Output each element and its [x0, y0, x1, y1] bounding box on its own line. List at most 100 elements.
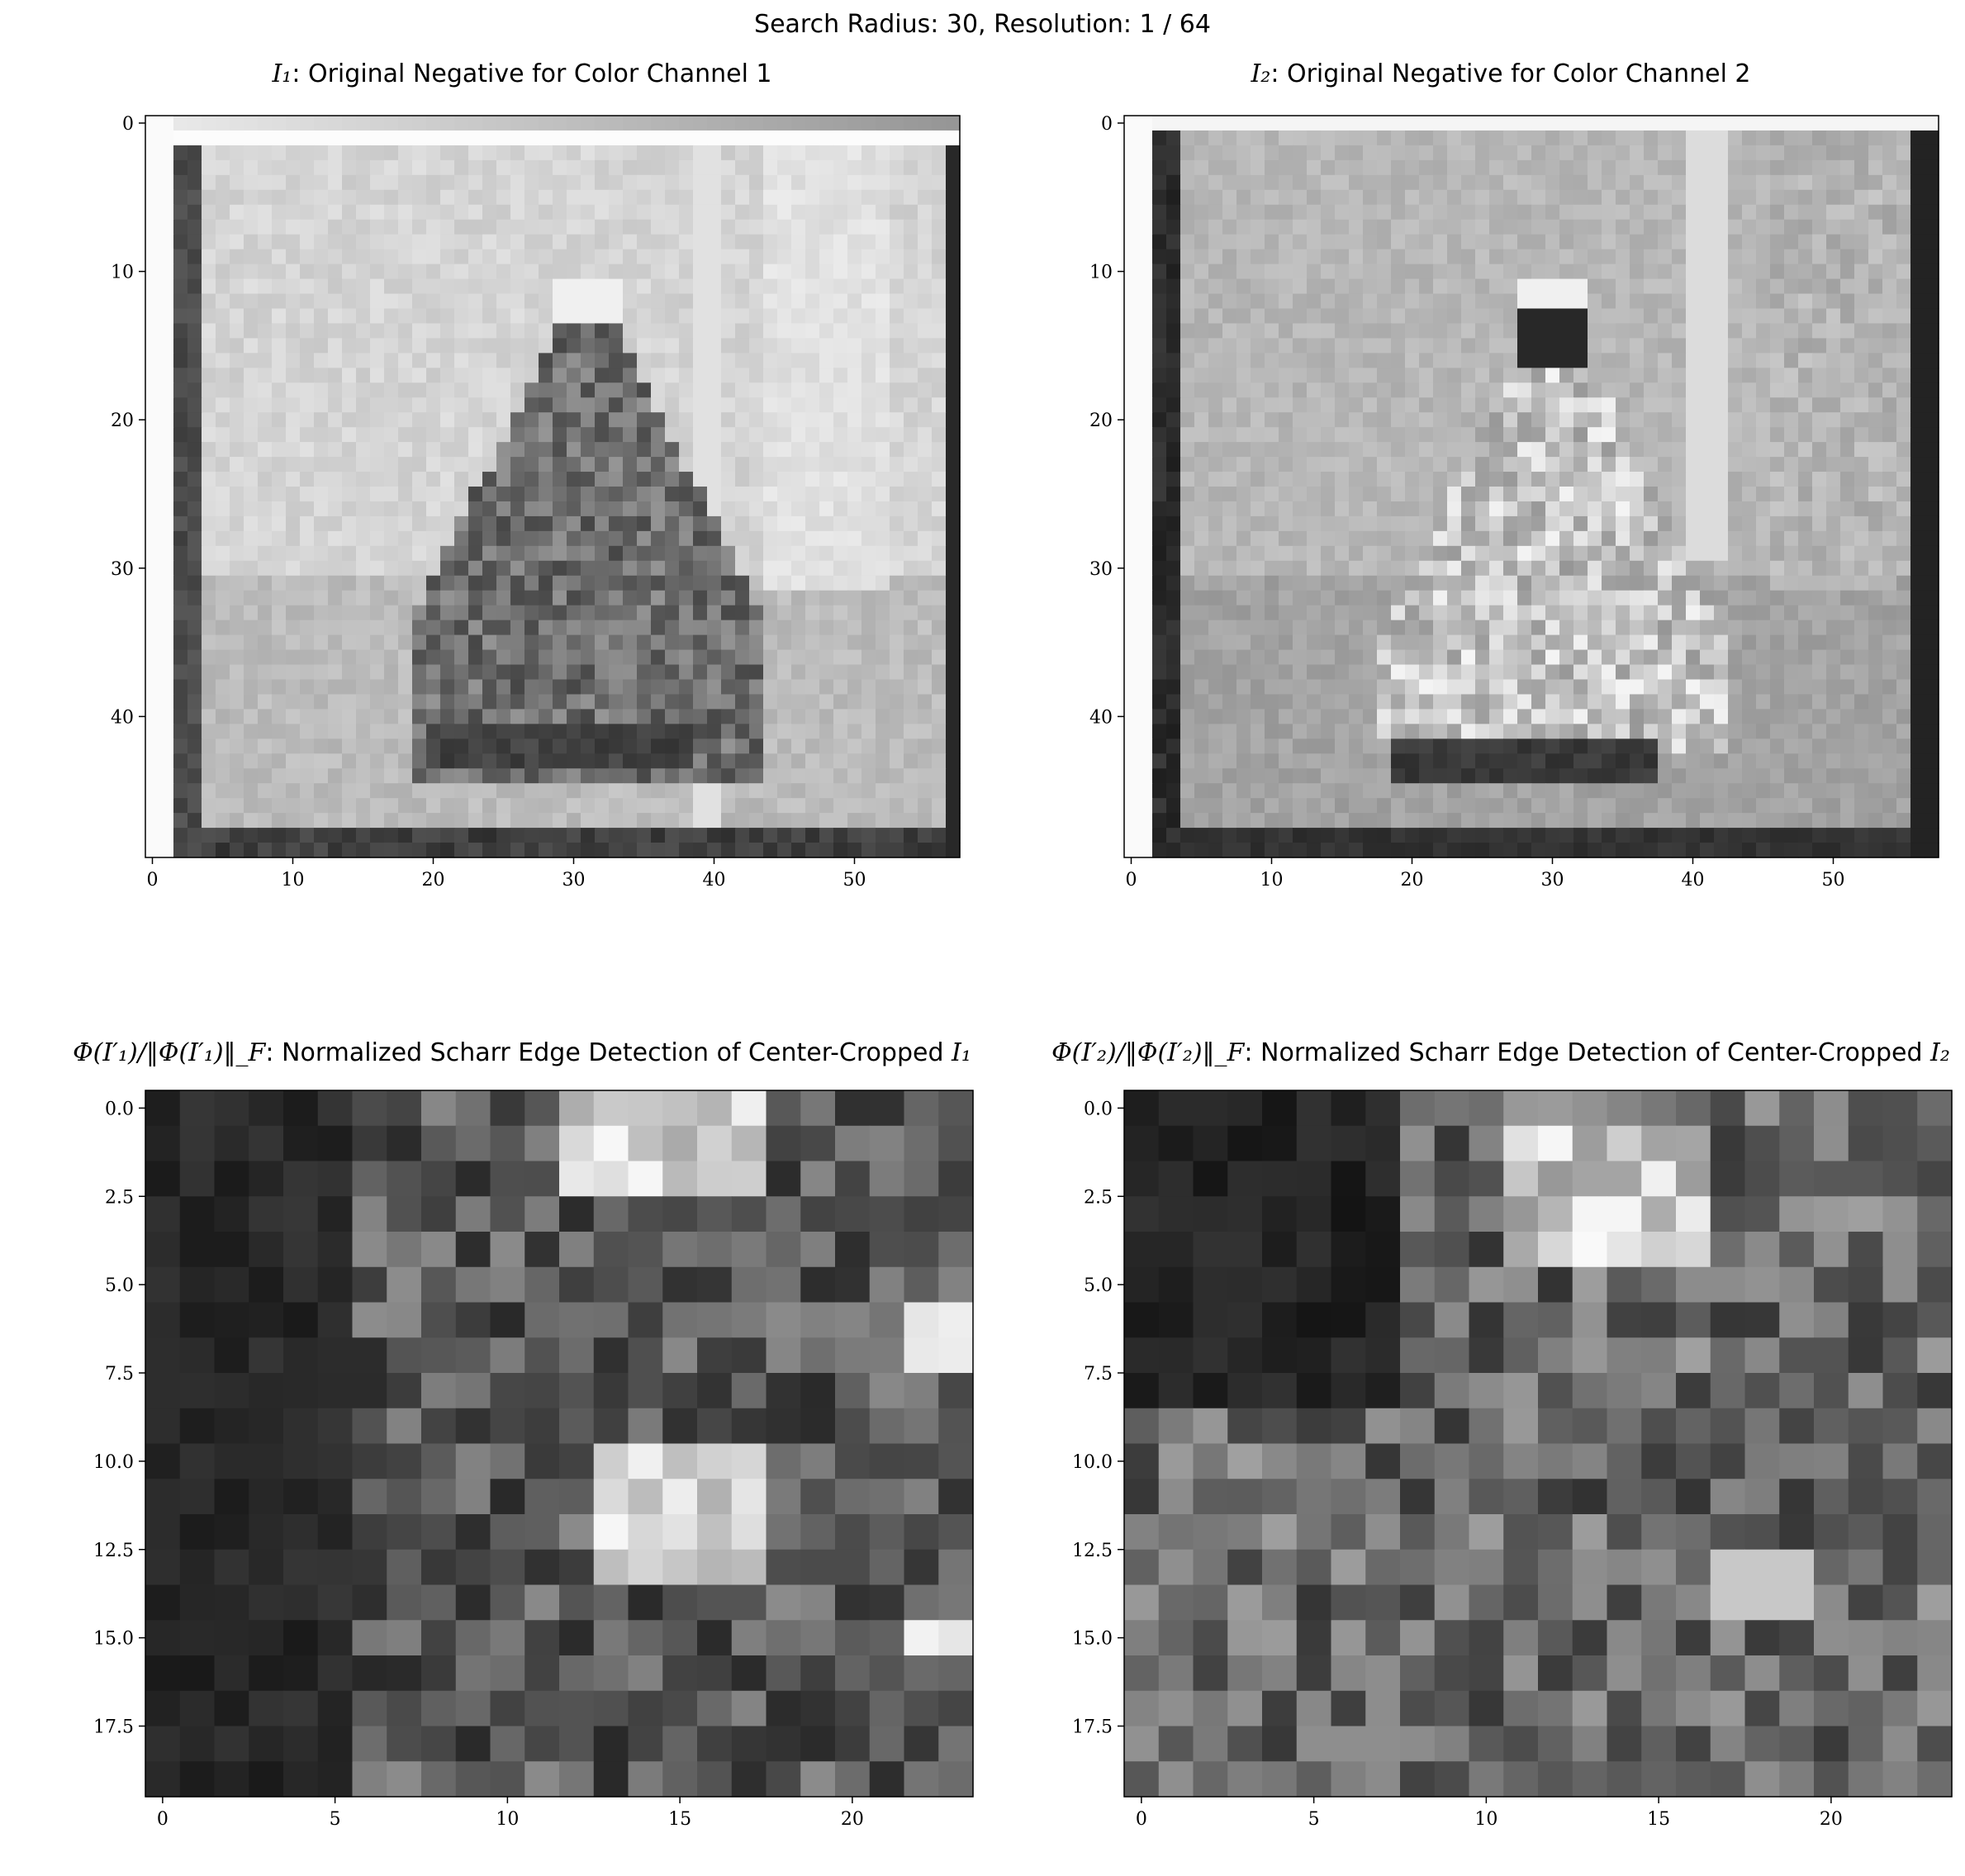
x-tick-label: 50 — [843, 870, 866, 891]
heatmap-cell — [328, 634, 343, 651]
heatmap-cell — [1784, 397, 1799, 413]
heatmap-cell — [1714, 189, 1729, 206]
heatmap-cell — [1756, 368, 1771, 383]
heatmap-cell — [637, 397, 652, 413]
heatmap-cell — [145, 457, 160, 473]
heatmap-cell — [356, 204, 371, 221]
heatmap-cell — [609, 798, 624, 814]
heatmap-cell — [1728, 487, 1743, 502]
heatmap-cell — [1798, 219, 1813, 235]
heatmap-cell — [1573, 323, 1588, 339]
heatmap-cell — [693, 501, 708, 517]
heatmap-cell — [398, 204, 413, 221]
heatmap-cell — [300, 560, 315, 577]
heatmap-cell — [1882, 397, 1897, 413]
heatmap-cell — [1644, 116, 1659, 131]
heatmap-cell — [398, 843, 413, 858]
heatmap-cell — [1545, 116, 1560, 131]
heatmap-cell — [693, 457, 708, 473]
heatmap-cell — [328, 159, 343, 176]
heatmap-cell — [1602, 472, 1616, 487]
heatmap-cell — [440, 472, 455, 487]
heatmap-cell — [1616, 293, 1630, 310]
heatmap-cell — [1419, 219, 1434, 235]
heatmap-cell — [1770, 204, 1785, 221]
heatmap-cell — [510, 679, 525, 696]
heatmap-cell — [1770, 605, 1785, 621]
heatmap-cell — [890, 487, 904, 502]
heatmap-cell — [1545, 487, 1560, 502]
heatmap-cell — [1672, 159, 1687, 176]
heatmap-cell — [1630, 620, 1645, 636]
heatmap-cell — [1279, 368, 1293, 383]
heatmap-cell — [1180, 145, 1195, 161]
heatmap-cell — [1461, 204, 1476, 221]
heatmap-cell — [763, 828, 778, 843]
heatmap-cell — [833, 530, 848, 547]
heatmap-cell — [496, 709, 511, 724]
heatmap-cell — [1559, 249, 1574, 265]
heatmap-cell — [398, 145, 413, 161]
heatmap-cell — [735, 605, 750, 621]
heatmap-cell — [679, 843, 694, 858]
heatmap-cell — [412, 353, 427, 368]
heatmap-cell — [609, 664, 624, 681]
heatmap-cell — [735, 293, 750, 310]
heatmap-cell — [1447, 442, 1462, 458]
heatmap-cell — [314, 382, 329, 398]
heatmap-cell — [1222, 397, 1237, 413]
heatmap-cell — [777, 397, 792, 413]
heatmap-cell — [454, 515, 469, 532]
heatmap-cell — [1756, 145, 1771, 161]
heatmap-cell — [159, 590, 174, 606]
heatmap-cell — [1559, 293, 1574, 310]
heatmap-cell — [1236, 397, 1251, 413]
heatmap-cell — [1742, 249, 1757, 265]
heatmap-cell — [1180, 353, 1195, 368]
heatmap-cell — [496, 694, 511, 710]
heatmap-cell — [1461, 278, 1476, 295]
heatmap-cell — [1293, 159, 1308, 176]
heatmap-cell — [496, 130, 511, 146]
heatmap-cell — [1517, 427, 1532, 443]
heatmap-cell — [468, 368, 483, 383]
heatmap-cell — [1784, 159, 1799, 176]
heatmap-cell — [1812, 457, 1827, 473]
heatmap-cell — [904, 515, 918, 532]
heatmap-cell — [1180, 575, 1195, 591]
heatmap-cell — [721, 813, 736, 829]
heatmap-cell — [763, 753, 778, 769]
heatmap-cell — [1854, 159, 1869, 176]
heatmap-cell — [1293, 560, 1308, 577]
heatmap-cell — [623, 278, 638, 295]
heatmap-cell — [300, 472, 315, 487]
heatmap-cell — [693, 515, 708, 532]
heatmap-cell — [1616, 130, 1630, 146]
heatmap-cell — [609, 472, 624, 487]
heatmap-cell — [524, 753, 539, 769]
heatmap-cell — [637, 264, 652, 280]
heatmap-cell — [202, 649, 216, 666]
heatmap-cell — [539, 709, 553, 724]
heatmap-cell — [342, 664, 357, 681]
heatmap-cell — [328, 457, 343, 473]
heatmap-cell — [1798, 605, 1813, 621]
heatmap-cell — [735, 530, 750, 547]
heatmap-cell — [1602, 605, 1616, 621]
heatmap-cell — [356, 545, 371, 562]
heatmap-cell — [1573, 368, 1588, 383]
heatmap-cell — [272, 515, 287, 532]
heatmap-cell — [890, 828, 904, 843]
heatmap-cell — [539, 634, 553, 651]
heatmap-cell — [1910, 442, 1925, 458]
heatmap-cell — [384, 560, 399, 577]
heatmap-cell — [1461, 427, 1476, 443]
heatmap-cell — [1742, 590, 1757, 606]
heatmap-cell — [398, 174, 413, 191]
heatmap-cell — [1321, 130, 1336, 146]
heatmap-cell — [370, 828, 385, 843]
heatmap-cell — [328, 530, 343, 547]
heatmap-cell — [412, 545, 427, 562]
heatmap-cell — [159, 605, 174, 621]
heatmap-cell — [721, 412, 736, 428]
